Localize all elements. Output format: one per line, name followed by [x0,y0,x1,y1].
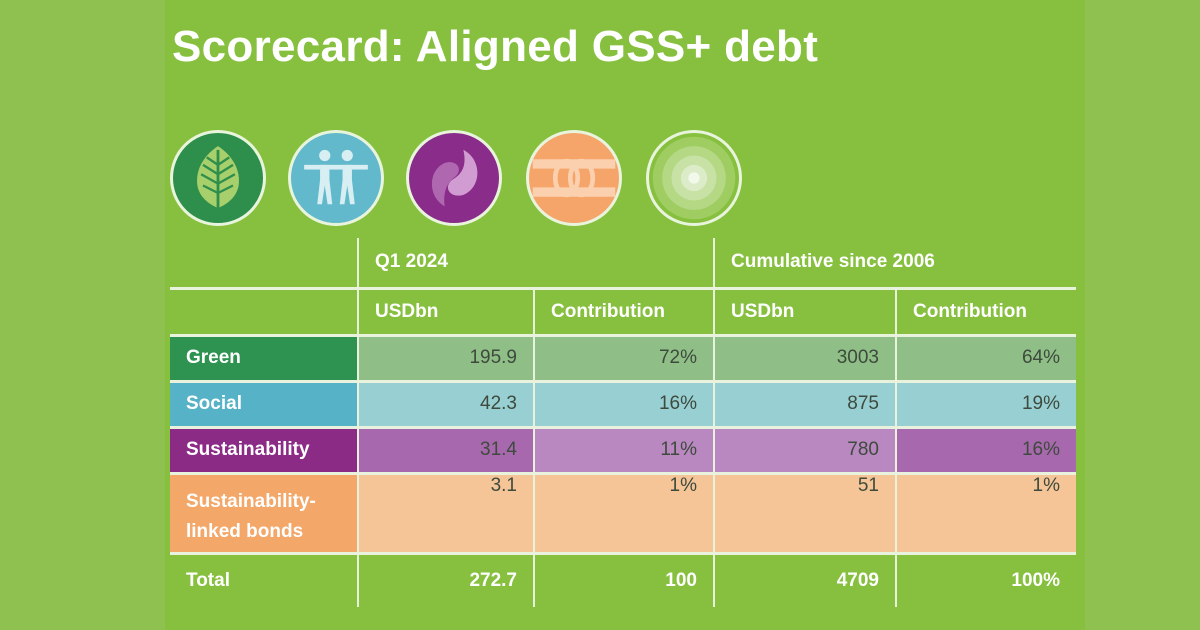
cell-cum-contribution: 16% [894,427,1077,475]
ripple-icon [646,130,742,226]
cell-q1-usdbn: 195.9 [357,335,534,383]
table-row-social: Social 42.3 16% 875 19% [170,381,1077,429]
cell-q1-usdbn: 272.7 [357,553,534,607]
leaf-icon [170,130,266,226]
row-label-line: Sustainability- [186,490,316,512]
table-row-sustainability-linked: Sustainability-linked bonds 3.1 1% 51 1% [170,473,1077,555]
header-contribution: Contribution [894,288,1077,337]
cell-cum-contribution: 100% [894,553,1077,607]
cell-cum-usdbn: 875 [713,381,896,429]
header-contribution: Contribution [533,288,714,337]
table-row-green: Green 195.9 72% 3003 64% [170,335,1077,383]
row-label: Green [170,335,358,383]
cell-q1-contribution: 11% [533,427,714,475]
row-label: Sustainability-linked bonds [170,473,358,555]
table-row-sustainability: Sustainability 31.4 11% 780 16% [170,427,1077,475]
cell-q1-contribution: 16% [533,381,714,429]
cell-q1-usdbn: 42.3 [357,381,534,429]
cell-q1-contribution: 1% [533,473,714,555]
cell-cum-contribution: 19% [894,381,1077,429]
cell-cum-usdbn: 4709 [713,553,896,607]
header-empty [170,238,358,290]
cell-q1-contribution: 72% [533,335,714,383]
chain-link-icon [526,130,622,226]
header-row-groups: Q1 2024 Cumulative since 2006 [170,238,1077,290]
header-usdbn: USDbn [713,288,896,337]
header-usdbn: USDbn [357,288,534,337]
people-icon [288,130,384,226]
cell-cum-usdbn: 780 [713,427,896,475]
row-label: Sustainability [170,427,358,475]
page-title: Scorecard: Aligned GSS+ debt [172,22,819,71]
header-row-columns: USDbn Contribution USDbn Contribution [170,288,1077,337]
header-group-q1: Q1 2024 [357,238,714,290]
cell-q1-usdbn: 3.1 [357,473,534,555]
header-group-cumulative: Cumulative since 2006 [712,238,1077,290]
header-empty [170,288,358,337]
cell-cum-usdbn: 51 [713,473,896,555]
cell-cum-contribution: 64% [894,335,1077,383]
scorecard-table: Q1 2024 Cumulative since 2006 USDbn Cont… [170,238,1077,607]
row-label: Total [186,569,230,591]
row-label-line: linked bonds [186,520,304,542]
table-row-total: Total 272.7 100 4709 100% [170,553,1077,607]
cell-q1-usdbn: 31.4 [357,427,534,475]
cell-cum-contribution: 1% [894,473,1077,555]
swirl-icon [406,130,502,226]
cell-q1-contribution: 100 [533,553,714,607]
cell-cum-usdbn: 3003 [713,335,896,383]
row-label: Social [170,381,358,429]
category-icons [0,130,1200,234]
